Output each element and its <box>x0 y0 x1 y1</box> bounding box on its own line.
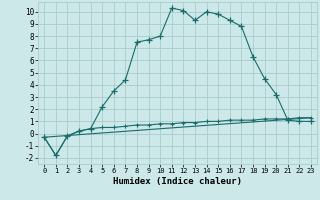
X-axis label: Humidex (Indice chaleur): Humidex (Indice chaleur) <box>113 177 242 186</box>
